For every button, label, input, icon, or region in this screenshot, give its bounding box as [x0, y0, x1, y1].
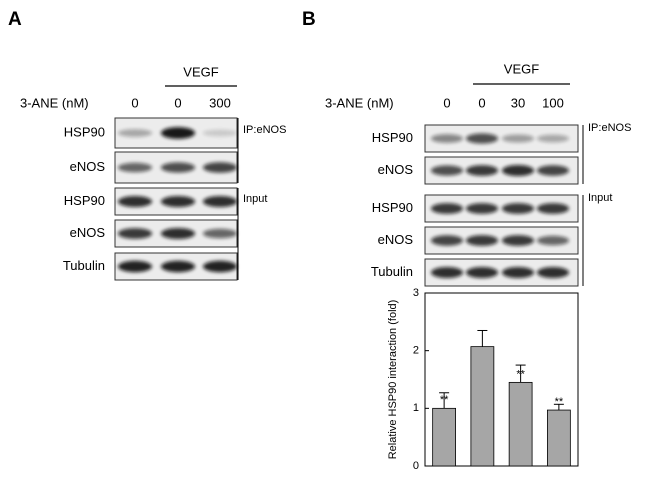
blot-band [536, 235, 570, 246]
bar [432, 407, 456, 467]
blot-band [202, 195, 238, 208]
y-tick-label: 0 [413, 460, 419, 472]
blot-band [430, 203, 464, 214]
blot-band [501, 203, 535, 214]
blot-band [501, 266, 535, 279]
bar [508, 381, 533, 467]
blot-label: HSP90 [64, 124, 105, 139]
blot-band [160, 127, 196, 139]
dose-value: 0 [443, 95, 450, 110]
significance-label: ** [440, 394, 449, 406]
dose-label: 3-ANE (nM) [20, 95, 89, 110]
blot-band [160, 162, 196, 173]
blot-band [117, 129, 153, 137]
treatment-label: VEGF [504, 61, 539, 76]
blot-band [160, 260, 196, 273]
group-label: IP:eNOS [588, 122, 631, 134]
group-label: Input [243, 193, 267, 205]
bar [547, 409, 571, 467]
blot-label: eNOS [70, 225, 106, 240]
blot-band [430, 134, 464, 143]
blot-band [536, 203, 570, 214]
dose-label: 3-ANE (nM) [325, 95, 394, 110]
blot-band [202, 162, 238, 173]
blot-band [117, 260, 153, 273]
blot-band [501, 164, 535, 177]
blot-band [536, 266, 570, 279]
blot-band [117, 228, 153, 239]
dose-value: 100 [542, 95, 564, 110]
significance-label: ** [516, 368, 525, 380]
blot-band [160, 227, 196, 240]
dose-value: 0 [131, 95, 138, 110]
y-tick-label: 3 [413, 287, 419, 299]
dose-value: 0 [478, 95, 485, 110]
blot-band [160, 195, 196, 208]
blot-band [430, 235, 464, 246]
blot-band [430, 266, 464, 279]
blot-label: eNOS [378, 232, 414, 247]
panel-label: B [302, 9, 316, 30]
group-label: Input [588, 192, 612, 204]
blot-label: HSP90 [372, 130, 413, 145]
blot-label: Tubulin [371, 264, 413, 279]
blot-band [536, 165, 570, 176]
blot-band [117, 162, 153, 173]
blot-band [465, 203, 499, 214]
blot-band [501, 134, 535, 143]
dose-value: 300 [209, 95, 231, 110]
treatment-label: VEGF [183, 64, 218, 79]
blot-band [202, 228, 238, 239]
blot-label: HSP90 [64, 193, 105, 208]
blot-band [465, 165, 499, 176]
blot-label: Tubulin [63, 258, 105, 273]
blot-band [202, 129, 238, 137]
blot-band [202, 260, 238, 273]
blot-label: eNOS [378, 162, 414, 177]
y-tick-label: 2 [413, 345, 419, 357]
bar [470, 346, 495, 467]
blot-label: eNOS [70, 159, 106, 174]
group-label: IP:eNOS [243, 124, 286, 136]
blot-band [465, 235, 499, 246]
dose-value: 30 [511, 95, 525, 110]
panel-label: A [8, 9, 22, 30]
significance-label: ** [555, 396, 564, 408]
blot-band [117, 195, 153, 208]
blot-band [465, 266, 499, 279]
y-axis-label: Relative HSP90 interaction (fold) [387, 300, 399, 460]
dose-value: 0 [174, 95, 181, 110]
plot-frame [424, 292, 579, 467]
y-tick-label: 1 [413, 402, 419, 414]
blot-label: HSP90 [372, 200, 413, 215]
blot-band [501, 235, 535, 246]
blot-band [536, 134, 570, 143]
blot-band [465, 133, 499, 144]
blot-band [430, 165, 464, 176]
